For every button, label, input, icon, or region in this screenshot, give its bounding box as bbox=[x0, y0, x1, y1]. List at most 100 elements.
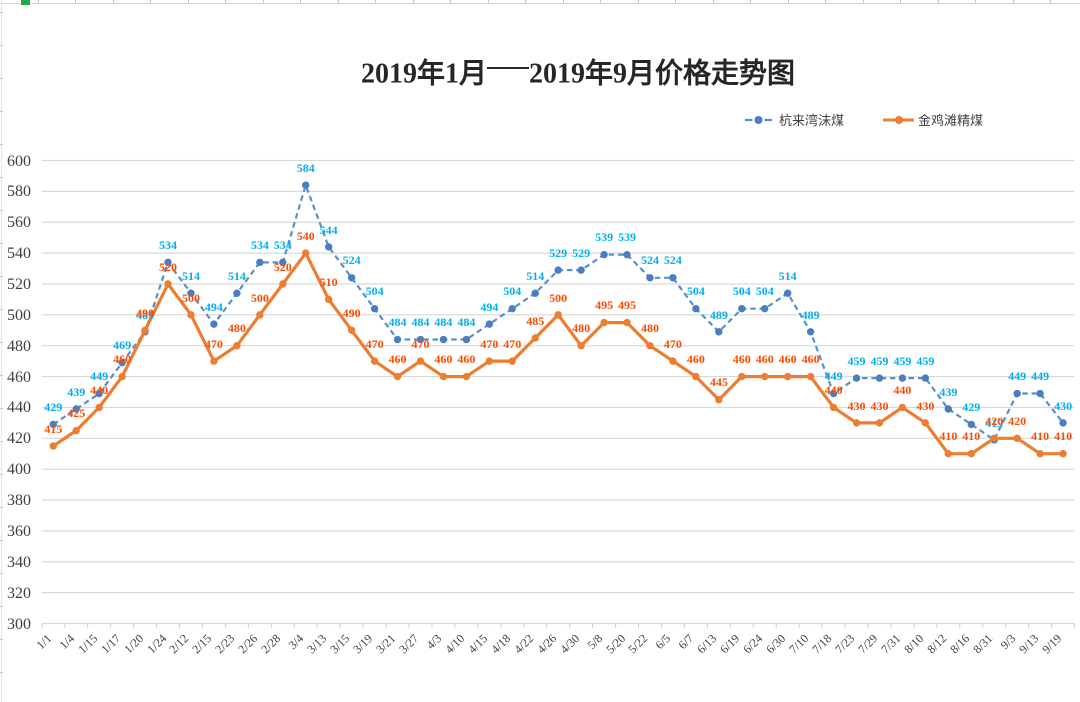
data-point-marker[interactable] bbox=[829, 389, 838, 398]
data-point-marker[interactable] bbox=[49, 442, 57, 450]
data-point-marker[interactable] bbox=[210, 357, 218, 365]
data-point-marker[interactable] bbox=[829, 403, 838, 412]
chart-title[interactable]: 2019年1月——2019年9月价格走势图 bbox=[361, 51, 795, 92]
data-point-marker[interactable] bbox=[944, 405, 953, 413]
data-point-marker[interactable] bbox=[738, 372, 746, 381]
data-point-marker[interactable] bbox=[531, 289, 539, 297]
data-point-marker[interactable] bbox=[164, 280, 172, 288]
data-point-marker[interactable] bbox=[72, 405, 80, 413]
data-point-marker[interactable] bbox=[921, 374, 930, 382]
data-point-marker[interactable] bbox=[141, 326, 149, 334]
data-point-marker[interactable] bbox=[508, 304, 516, 313]
data-point-marker[interactable] bbox=[806, 372, 815, 381]
data-point-marker[interactable] bbox=[806, 328, 815, 336]
data-point-marker[interactable] bbox=[1036, 450, 1044, 458]
data-point-marker[interactable] bbox=[852, 419, 861, 427]
data-point-marker[interactable] bbox=[1036, 389, 1044, 398]
data-point-marker[interactable] bbox=[393, 335, 402, 344]
data-point-marker[interactable] bbox=[118, 372, 126, 381]
data-point-marker[interactable] bbox=[370, 357, 379, 365]
data-point-marker[interactable] bbox=[921, 419, 930, 427]
data-point-marker[interactable] bbox=[187, 289, 195, 297]
data-point-marker[interactable] bbox=[898, 403, 907, 412]
data-point-marker[interactable] bbox=[95, 389, 103, 398]
data-point-marker[interactable] bbox=[715, 328, 723, 336]
data-point-marker[interactable] bbox=[302, 181, 310, 189]
data-point-marker[interactable] bbox=[898, 374, 907, 382]
data-point-marker[interactable] bbox=[783, 289, 792, 297]
data-point-marker[interactable] bbox=[370, 304, 379, 313]
data-point-marker[interactable] bbox=[439, 335, 448, 344]
sheet-selection-handle bbox=[21, 0, 30, 5]
data-point-marker[interactable] bbox=[554, 311, 562, 319]
data-point-marker[interactable] bbox=[393, 372, 402, 381]
data-point-marker[interactable] bbox=[462, 372, 471, 381]
title-dash: —— bbox=[487, 50, 529, 82]
data-point-marker[interactable] bbox=[462, 335, 471, 344]
data-point-marker[interactable] bbox=[324, 243, 333, 251]
data-point-marker[interactable] bbox=[1013, 389, 1021, 398]
data-point-marker[interactable] bbox=[416, 357, 425, 365]
data-label: 480 bbox=[640, 321, 659, 336]
data-point-marker[interactable] bbox=[990, 434, 998, 442]
data-point-marker[interactable] bbox=[256, 258, 264, 267]
data-point-marker[interactable] bbox=[531, 334, 539, 342]
data-point-marker[interactable] bbox=[577, 266, 585, 274]
data-point-marker[interactable] bbox=[72, 426, 80, 435]
data-point-marker[interactable] bbox=[95, 403, 103, 412]
data-point-marker[interactable] bbox=[944, 450, 953, 458]
data-point-marker[interactable] bbox=[1059, 450, 1067, 458]
data-point-marker[interactable] bbox=[485, 357, 494, 365]
data-point-marker[interactable] bbox=[669, 274, 677, 282]
data-point-marker[interactable] bbox=[416, 335, 425, 344]
data-point-marker[interactable] bbox=[347, 274, 356, 282]
data-point-marker[interactable] bbox=[49, 420, 57, 429]
data-point-marker[interactable] bbox=[600, 250, 608, 259]
data-point-marker[interactable] bbox=[233, 289, 241, 297]
data-point-marker[interactable] bbox=[692, 304, 700, 313]
legend-item-hanglaiwan[interactable]: 杭来湾沫煤 bbox=[745, 110, 844, 129]
series-line-1[interactable] bbox=[52, 251, 1064, 456]
data-point-marker[interactable] bbox=[967, 420, 975, 429]
sheet-column-tick bbox=[75, 0, 76, 3]
data-point-marker[interactable] bbox=[967, 450, 975, 458]
data-point-marker[interactable] bbox=[256, 311, 264, 319]
data-point-marker[interactable] bbox=[187, 311, 195, 319]
data-point-marker[interactable] bbox=[279, 280, 287, 288]
data-point-marker[interactable] bbox=[554, 266, 562, 274]
data-point-marker[interactable] bbox=[875, 374, 884, 382]
data-point-marker[interactable] bbox=[875, 419, 884, 427]
data-point-marker[interactable] bbox=[715, 396, 723, 404]
data-point-marker[interactable] bbox=[852, 374, 861, 382]
data-point-marker[interactable] bbox=[761, 372, 769, 381]
data-point-marker[interactable] bbox=[118, 358, 126, 367]
data-label: 460 bbox=[755, 352, 774, 367]
data-point-marker[interactable] bbox=[761, 304, 769, 313]
data-point-marker[interactable] bbox=[600, 318, 608, 327]
data-point-marker[interactable] bbox=[347, 326, 356, 334]
data-point-marker[interactable] bbox=[485, 320, 494, 328]
data-point-marker[interactable] bbox=[210, 320, 218, 328]
data-point-marker[interactable] bbox=[302, 249, 310, 257]
data-point-marker[interactable] bbox=[623, 318, 631, 327]
data-point-marker[interactable] bbox=[1013, 434, 1021, 442]
data-point-marker[interactable] bbox=[646, 342, 654, 350]
data-point-marker[interactable] bbox=[279, 258, 287, 267]
data-point-marker[interactable] bbox=[646, 274, 654, 282]
legend-item-jinjitan[interactable]: 金鸡滩精煤 bbox=[883, 110, 983, 129]
data-point-marker[interactable] bbox=[669, 357, 677, 365]
data-point-marker[interactable] bbox=[738, 304, 746, 313]
data-point-marker[interactable] bbox=[783, 372, 792, 381]
data-point-marker[interactable] bbox=[508, 357, 516, 365]
data-point-marker[interactable] bbox=[324, 295, 333, 304]
data-point-marker[interactable] bbox=[164, 258, 172, 267]
data-point-marker[interactable] bbox=[623, 250, 631, 259]
data-label: 484 bbox=[411, 315, 430, 330]
data-point-marker[interactable] bbox=[1059, 419, 1067, 427]
data-point-marker[interactable] bbox=[692, 372, 700, 381]
data-point-marker[interactable] bbox=[439, 372, 448, 381]
data-point-marker[interactable] bbox=[233, 342, 241, 350]
sheet-left-gridline bbox=[1, 0, 2, 702]
data-point-marker[interactable] bbox=[577, 342, 585, 350]
